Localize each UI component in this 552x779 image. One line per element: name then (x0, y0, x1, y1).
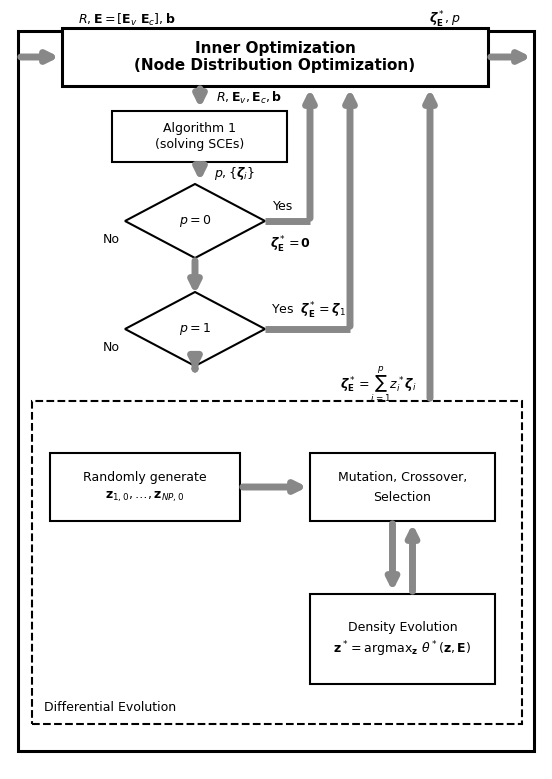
Text: No: No (103, 341, 120, 354)
Polygon shape (125, 292, 265, 366)
Text: Yes: Yes (273, 200, 293, 213)
Text: Mutation, Crossover,: Mutation, Crossover, (338, 471, 467, 484)
Text: $p = 1$: $p = 1$ (179, 321, 211, 337)
Text: Randomly generate: Randomly generate (83, 471, 207, 484)
Text: Yes  $\boldsymbol{\zeta}^*_{\mathbf{E}} = \boldsymbol{\zeta}_1$: Yes $\boldsymbol{\zeta}^*_{\mathbf{E}} =… (271, 301, 346, 321)
Bar (310, 594, 495, 684)
Text: $\boldsymbol{\zeta}^*_{\mathbf{E}} = \mathbf{0}$: $\boldsymbol{\zeta}^*_{\mathbf{E}} = \ma… (270, 235, 311, 255)
Bar (50, 453, 240, 521)
Bar (112, 111, 287, 162)
Text: $R, \mathbf{E}_v, \mathbf{E}_c, \mathbf{b}$: $R, \mathbf{E}_v, \mathbf{E}_c, \mathbf{… (216, 90, 282, 106)
Bar (310, 453, 495, 521)
Text: Density Evolution: Density Evolution (348, 621, 457, 633)
Text: Selection: Selection (374, 491, 432, 503)
Text: $\mathbf{z}_{1,0}, \ldots, \mathbf{z}_{NP,0}$: $\mathbf{z}_{1,0}, \ldots, \mathbf{z}_{N… (105, 490, 185, 504)
Text: $R, \mathbf{E} = [\mathbf{E}_v\ \mathbf{E}_c], \mathbf{b}$: $R, \mathbf{E} = [\mathbf{E}_v\ \mathbf{… (78, 12, 176, 28)
Text: $\boldsymbol{\zeta}^*_{\mathbf{E}}, p$: $\boldsymbol{\zeta}^*_{\mathbf{E}}, p$ (429, 10, 461, 30)
Text: $\boldsymbol{\zeta}^*_{\mathbf{E}} = \sum_{i=1}^{p} z^*_i \boldsymbol{\zeta}_i$: $\boldsymbol{\zeta}^*_{\mathbf{E}} = \su… (340, 364, 417, 404)
Text: $\mathbf{z}^* = \mathrm{argmax}_{\mathbf{z}}\ \theta^*(\mathbf{z}, \mathbf{E})$: $\mathbf{z}^* = \mathrm{argmax}_{\mathbf… (333, 640, 471, 659)
Bar (32, 401, 522, 724)
Text: $p, \{\boldsymbol{\zeta}_i\}$: $p, \{\boldsymbol{\zeta}_i\}$ (214, 164, 255, 182)
Text: Inner Optimization
(Node Distribution Optimization): Inner Optimization (Node Distribution Op… (135, 41, 416, 73)
Text: (solving SCEs): (solving SCEs) (155, 138, 244, 151)
Text: Differential Evolution: Differential Evolution (44, 701, 176, 714)
Text: No: No (103, 233, 120, 246)
Text: Algorithm 1: Algorithm 1 (163, 122, 236, 135)
Text: $p = 0$: $p = 0$ (179, 213, 211, 229)
Polygon shape (125, 184, 265, 258)
Bar (62, 28, 488, 86)
